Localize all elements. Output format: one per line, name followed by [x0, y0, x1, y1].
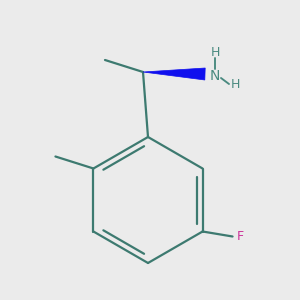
Text: H: H [230, 77, 240, 91]
Text: H: H [210, 46, 220, 59]
Text: N: N [210, 69, 220, 83]
Polygon shape [143, 68, 205, 80]
Text: F: F [237, 230, 244, 243]
